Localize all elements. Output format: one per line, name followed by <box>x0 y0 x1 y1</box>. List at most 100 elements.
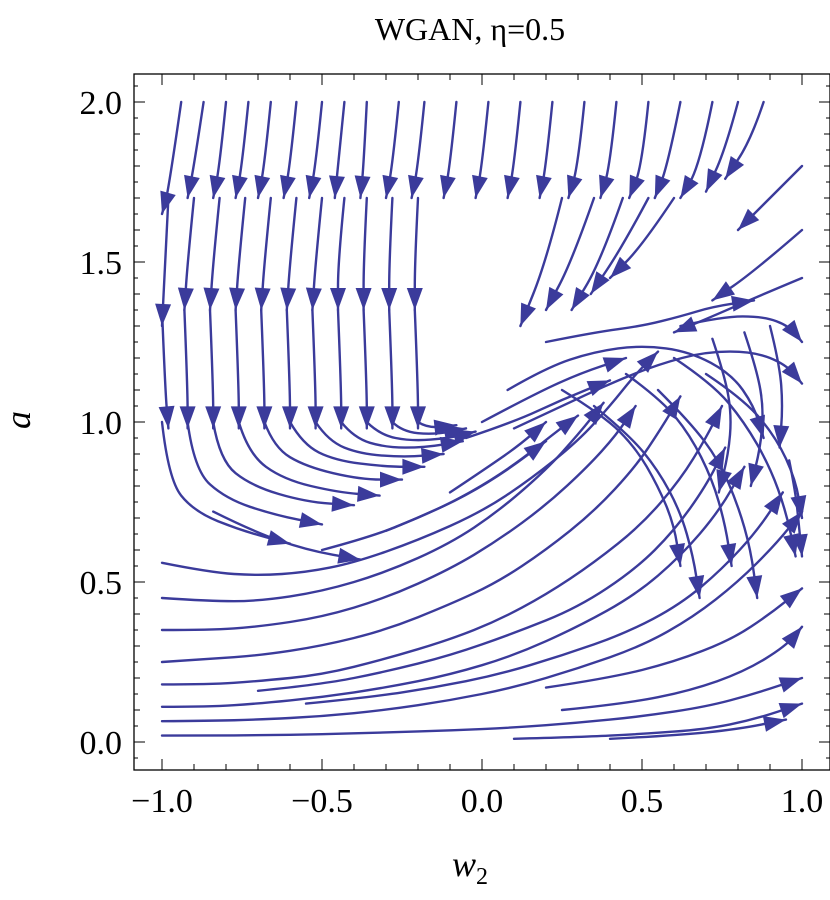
streamline-arrowhead <box>731 295 754 312</box>
x-tick-label: −1.0 <box>131 783 193 820</box>
streamline <box>285 196 298 312</box>
x-tick-label: 0.5 <box>621 783 664 820</box>
streamline-arrowhead <box>725 156 745 179</box>
streamline <box>212 420 356 507</box>
x-tick-label: 0.0 <box>461 783 504 820</box>
streamline-arrowhead <box>629 174 645 198</box>
streamline <box>736 164 804 232</box>
streamline-arrowhead <box>523 441 546 461</box>
streamline-arrowhead <box>280 287 297 310</box>
streamline-arrowhead <box>179 406 196 429</box>
streamline <box>340 420 464 449</box>
streamline-arrowhead <box>337 547 361 564</box>
streamline-arrowhead <box>705 406 722 430</box>
x-axis-label-subscript: 2 <box>476 864 488 890</box>
streamline-arrowhead <box>782 319 802 342</box>
streamline-arrowhead <box>504 174 520 198</box>
streamline-arrowhead <box>472 174 488 198</box>
streamline <box>608 196 676 280</box>
streamline <box>391 420 468 435</box>
streamline-arrowhead <box>330 288 346 310</box>
streamline-arrowhead <box>536 174 552 198</box>
streamline <box>544 587 804 689</box>
streamline <box>544 196 596 312</box>
streamline <box>160 465 746 708</box>
streamline <box>768 324 784 449</box>
streamline-arrowhead <box>177 287 194 310</box>
streamline-arrowhead <box>254 287 271 310</box>
y-axis-label: a <box>0 411 38 429</box>
streamline-arrowhead <box>779 588 802 609</box>
streamline-arrowhead <box>524 422 546 443</box>
streamline-arrowhead <box>762 716 786 732</box>
streamline-arrowhead <box>610 256 632 278</box>
streamline-arrowhead <box>230 406 247 429</box>
y-tick-label: 0.0 <box>80 725 123 762</box>
streamline <box>656 388 759 600</box>
streamline <box>320 440 548 552</box>
streamline <box>212 510 362 561</box>
streamline <box>160 401 605 603</box>
streamline-arrowhead <box>636 351 658 373</box>
streamline-arrowhead <box>205 406 222 429</box>
streamline <box>592 404 701 600</box>
streamline <box>388 196 394 312</box>
streamline-arrowhead <box>358 406 375 429</box>
streamline-arrowhead <box>357 485 380 502</box>
streamline <box>608 718 788 740</box>
streamline <box>160 196 170 328</box>
streamline <box>704 100 740 193</box>
streamline <box>160 404 637 632</box>
y-tick-label: 1.5 <box>80 245 123 282</box>
streamline-arrowhead <box>791 533 808 557</box>
streamline <box>464 379 612 440</box>
streamline <box>506 345 765 440</box>
streamline-arrowhead <box>599 174 615 198</box>
streamline <box>672 356 797 558</box>
streamline-arrowhead <box>778 677 802 693</box>
streamline <box>544 299 756 344</box>
streamline-arrowhead <box>256 406 273 429</box>
streamline-arrowhead <box>790 494 807 518</box>
streamline <box>480 356 628 424</box>
streamline-arrowhead <box>229 287 246 310</box>
streamline <box>160 404 724 686</box>
streamline <box>724 100 765 180</box>
streamline-arrowhead <box>209 174 226 198</box>
streamline <box>160 510 804 723</box>
streamline <box>560 625 804 712</box>
streamline <box>512 702 804 740</box>
streamline-arrowhead <box>781 361 802 384</box>
streamline-arrowhead <box>298 512 322 528</box>
streamline <box>570 196 624 312</box>
streamline-arrowhead <box>763 492 783 516</box>
streamlines-layer <box>155 100 808 740</box>
streamline-arrowhead <box>305 174 322 198</box>
axis-ticks <box>134 74 830 770</box>
y-tick-label: 1.0 <box>80 405 123 442</box>
x-axis-label: w2 <box>452 844 488 890</box>
streamline-arrowhead <box>406 288 423 310</box>
streamline-arrowhead <box>746 575 763 598</box>
streamline <box>448 420 548 494</box>
streamline-arrowhead <box>354 175 371 198</box>
streamline-arrowhead <box>586 380 610 396</box>
streamline-arrowhead <box>382 174 399 198</box>
streamline <box>160 395 682 664</box>
streamline-arrowhead <box>716 469 732 493</box>
streamline-arrowhead <box>590 271 610 294</box>
streamline-arrowhead <box>688 575 705 598</box>
streamline-arrowhead <box>282 406 298 429</box>
streamline <box>711 228 804 302</box>
streamline-arrowhead <box>410 406 426 429</box>
streamline <box>336 196 346 312</box>
streamline <box>183 196 196 312</box>
streamline-arrowhead <box>602 357 626 373</box>
streamline <box>304 491 784 705</box>
streamline <box>512 350 804 430</box>
streamline-arrowhead <box>184 174 200 198</box>
streamline <box>263 420 404 481</box>
streamline-arrowhead <box>331 495 354 512</box>
streamline-arrowhead <box>381 288 398 310</box>
